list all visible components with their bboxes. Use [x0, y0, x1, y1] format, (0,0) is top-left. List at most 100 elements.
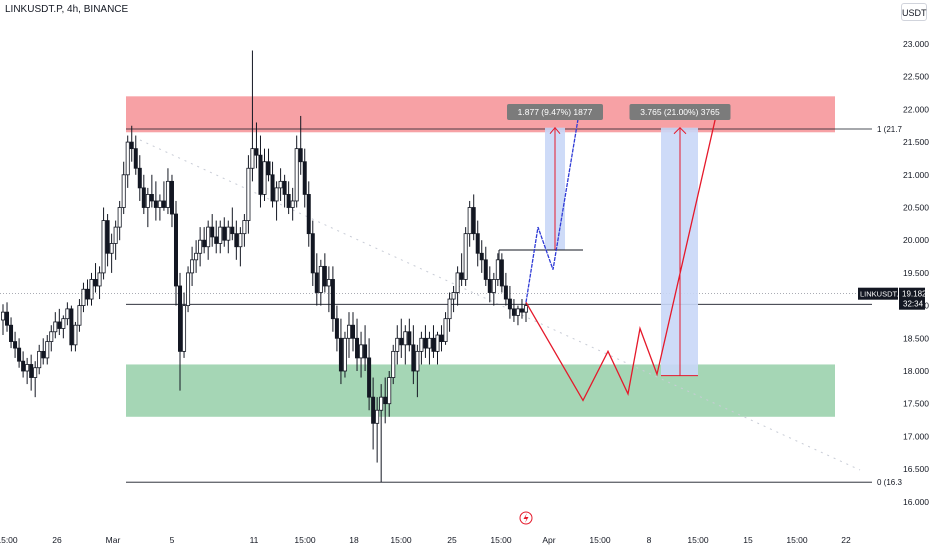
price-tick-label: 23.000	[903, 39, 929, 49]
candle-body	[499, 259, 504, 287]
candle-body	[105, 220, 110, 254]
candle-body	[85, 288, 90, 300]
candle-body	[121, 174, 126, 208]
candle-body	[411, 344, 416, 372]
candle-body	[178, 285, 183, 352]
candle-body	[367, 357, 372, 398]
candle-body	[310, 233, 315, 274]
candle-body	[395, 337, 400, 352]
candle-body	[250, 148, 255, 169]
time-tick-label: 15:00	[687, 535, 709, 545]
price-tick-label: 16.500	[903, 464, 929, 474]
candle-body	[141, 187, 146, 208]
candle-body	[286, 194, 291, 208]
candle-body	[524, 305, 529, 313]
candle-body	[145, 194, 150, 208]
candle-body	[342, 337, 347, 372]
candle-body	[491, 279, 496, 293]
candle-body	[483, 259, 488, 280]
candle-body	[387, 377, 392, 405]
candle-body	[258, 154, 263, 195]
price-tick-label: 18.000	[903, 366, 929, 376]
candle-body	[391, 350, 396, 378]
measure-arrowhead-2	[673, 127, 687, 135]
candle-body	[290, 200, 295, 208]
candle-body	[459, 272, 464, 280]
symbol-tag-bg	[858, 287, 898, 300]
candle-body	[0, 311, 6, 321]
candle-body	[230, 226, 235, 235]
candle-body	[363, 344, 368, 359]
candle-body	[157, 200, 162, 208]
price-tick-label: 17.500	[903, 399, 929, 409]
candle-body	[17, 347, 22, 362]
candle-body	[274, 187, 279, 202]
candle-body	[37, 350, 42, 369]
candle-body	[282, 180, 287, 195]
candle-body	[206, 226, 211, 248]
measurement-badge: 3.765 (21.00%) 3765	[629, 104, 731, 120]
candle-body	[186, 272, 191, 306]
candle-body	[294, 148, 299, 202]
price-tick-label: 20.000	[903, 235, 929, 245]
candle-body	[182, 305, 187, 352]
candle-body	[479, 252, 484, 261]
price-tick-label: 19.500	[903, 268, 929, 278]
price-tick-label: 17.000	[903, 431, 929, 441]
candle-body	[503, 285, 508, 300]
currency-button[interactable]: USDT	[901, 3, 927, 21]
measurement-badge-bg	[507, 104, 603, 120]
candle-body	[214, 236, 219, 244]
projection-path-blue	[525, 119, 579, 303]
candle-body	[330, 279, 335, 320]
candle-body	[238, 233, 243, 248]
candle-body	[507, 298, 512, 310]
candle-body	[5, 311, 10, 326]
candle-body	[399, 337, 404, 346]
candle-body	[153, 200, 158, 208]
candle-body	[73, 324, 78, 346]
time-tick-label: 15:00	[390, 535, 412, 545]
time-tick-label: 15	[743, 535, 753, 545]
candle-body	[379, 396, 384, 411]
candle-body	[519, 308, 524, 313]
measurement-badge-bg	[629, 104, 731, 120]
candle-body	[475, 233, 480, 254]
candle-body	[77, 305, 82, 326]
candle-body	[435, 334, 440, 352]
candle-body	[326, 279, 331, 287]
last-price-tag-bg	[899, 287, 925, 310]
candle-body	[355, 337, 360, 359]
candle-body	[302, 161, 307, 195]
candle-body	[97, 272, 102, 287]
price-tick-label: 20.500	[903, 203, 929, 213]
time-tick-label: 15:00	[589, 535, 611, 545]
candle-body	[375, 409, 380, 424]
candle-body	[415, 350, 420, 372]
candle-body	[190, 259, 195, 274]
candle-body	[173, 213, 178, 287]
candle-body	[125, 141, 130, 176]
candle-body	[270, 174, 275, 202]
countdown-label: 32:34	[903, 300, 924, 309]
candle-body	[218, 226, 223, 244]
candle-body	[25, 364, 30, 372]
candle-body	[419, 337, 424, 352]
candle-body	[495, 259, 500, 280]
candle-body	[61, 318, 66, 329]
time-tick-label: 8	[647, 535, 652, 545]
measurement-label: 1.877 (9.47%) 1877	[518, 107, 593, 117]
time-tick-label: 25	[447, 535, 457, 545]
candle-body	[318, 265, 323, 293]
candle-body	[447, 298, 452, 320]
candle-body	[57, 321, 62, 329]
time-tick-label: 22	[841, 535, 851, 545]
measurement-label: 3.765 (21.00%) 3765	[640, 107, 720, 117]
candle-body	[29, 364, 34, 378]
candle-body	[423, 337, 428, 349]
candle-body	[113, 226, 118, 244]
time-tick-label: 15:00	[786, 535, 808, 545]
time-tick-label: 18	[349, 535, 359, 545]
candle-body	[133, 148, 138, 169]
